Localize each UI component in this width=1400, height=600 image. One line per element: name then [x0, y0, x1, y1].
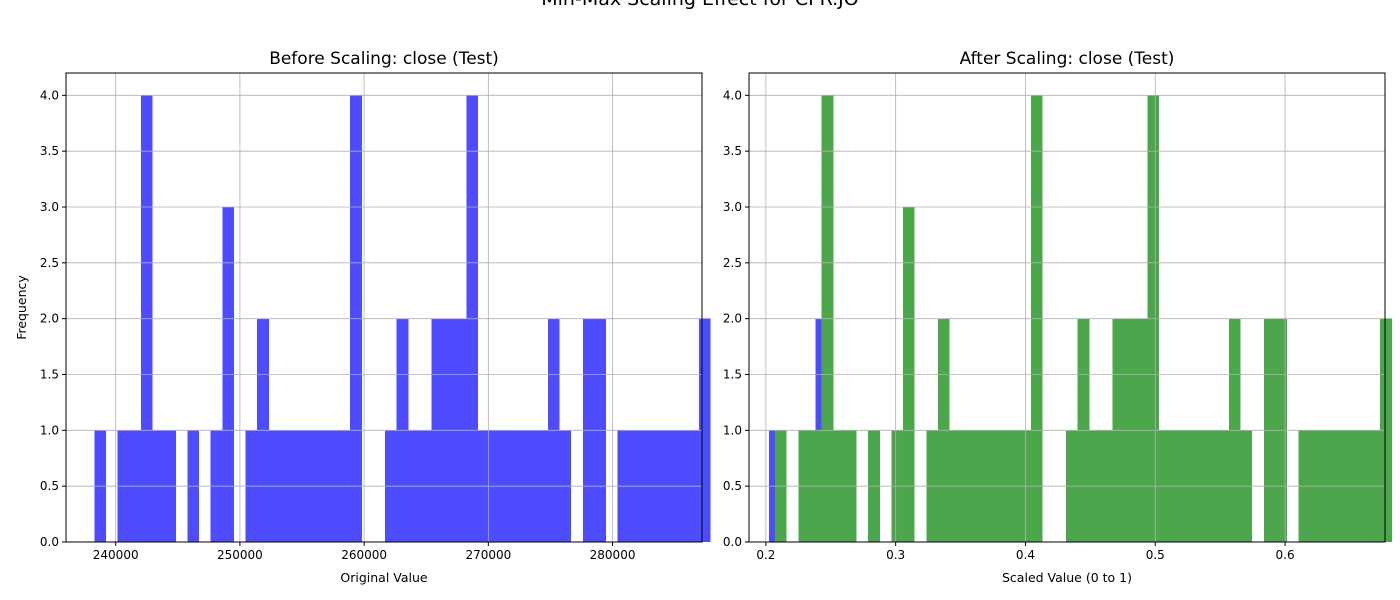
- before-bar: [699, 318, 711, 542]
- after-xtick-label: 0.2: [756, 548, 775, 562]
- after-xtick-label: 0.5: [1146, 548, 1165, 562]
- after-ytick-label: 2.0: [723, 312, 742, 326]
- before-ytick-label: 3.5: [40, 144, 59, 158]
- after-ytick-label: 2.5: [723, 256, 742, 270]
- before-xtick-label: 280000: [590, 548, 636, 562]
- after-ytick-label: 0.5: [723, 479, 742, 493]
- before-ytick-label: 4.0: [40, 88, 59, 102]
- after-ytick-label: 4.0: [723, 88, 742, 102]
- before-ytick-label: 1.5: [40, 368, 59, 382]
- after-ytick-label: 1.5: [723, 368, 742, 382]
- before-xtick-label: 240000: [93, 548, 139, 562]
- before-xtick-label: 250000: [217, 548, 263, 562]
- before-axes-frame: [65, 72, 703, 543]
- after-ytick-label: 3.5: [723, 144, 742, 158]
- before-ytick-label: 0.5: [40, 479, 59, 493]
- after-ytick-label: 1.0: [723, 423, 742, 437]
- after-xtick-label: 0.4: [1016, 548, 1035, 562]
- before-panel-title: Before Scaling: close (Test): [269, 49, 499, 69]
- before-xtick-label: 270000: [465, 548, 511, 562]
- after-xtick-label: 0.6: [1276, 548, 1295, 562]
- figure-title: Min-Max Scaling Effect for CPR.JO: [0, 0, 1400, 10]
- after-panel-title: After Scaling: close (Test): [960, 49, 1175, 69]
- before-ytick-label: 3.0: [40, 200, 59, 214]
- after-ytick-label: 3.0: [723, 200, 742, 214]
- before-ytick-label: 2.0: [40, 312, 59, 326]
- after-scaling-panel: 0.2 0.3 0.4 0.5 0.6 0.0 0.5 1.0 1.5 2.0 2.5 3.0 3.5 4…: [723, 49, 1392, 585]
- before-scaling-panel: 240000 250000 260000 270000 280000 0.0 0.5 1.0 1…: [14, 49, 827, 585]
- before-ytick-label: 0.0: [40, 535, 59, 549]
- before-ytick-label: 1.0: [40, 423, 59, 437]
- before-xtick-label: 260000: [341, 548, 387, 562]
- before-x-axis-label: Original Value: [340, 570, 428, 585]
- after-bar: [1380, 318, 1392, 542]
- after-x-axis-label: Scaled Value (0 to 1): [1002, 570, 1132, 585]
- after-axes-frame: [748, 72, 1386, 543]
- after-xtick-label: 0.3: [886, 548, 905, 562]
- after-ytick-label: 0.0: [723, 535, 742, 549]
- before-y-axis-label: Frequency: [14, 275, 29, 340]
- before-ytick-label: 2.5: [40, 256, 59, 270]
